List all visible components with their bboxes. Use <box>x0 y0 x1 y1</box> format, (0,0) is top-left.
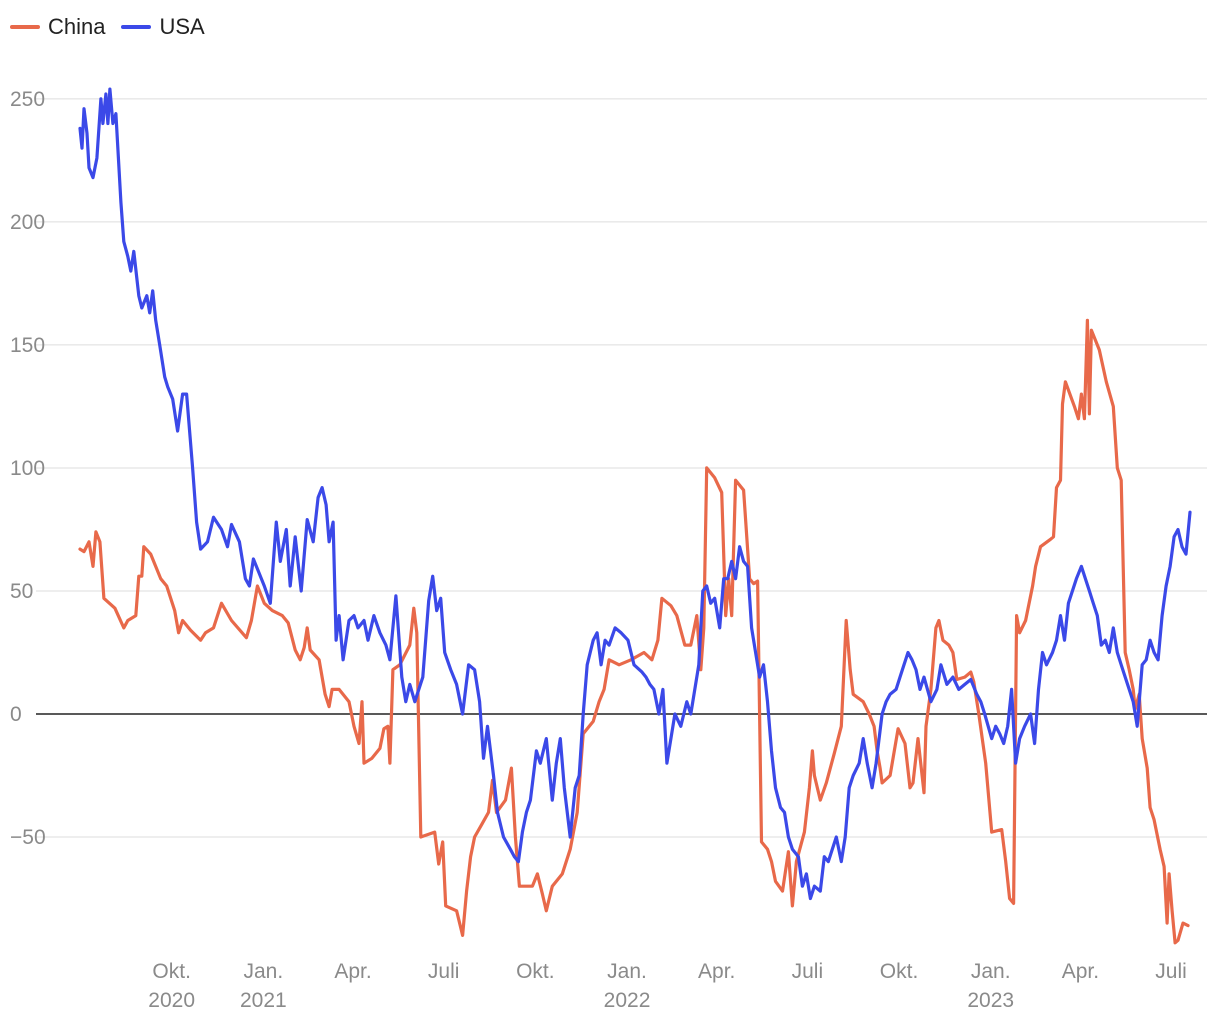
x-tick-label: Okt. <box>516 960 555 983</box>
legend-swatch-china <box>10 25 40 29</box>
legend-item-usa[interactable]: USA <box>121 14 205 40</box>
series-line-china <box>78 318 1190 945</box>
legend-item-china[interactable]: China <box>10 14 105 40</box>
series-lines <box>78 87 1192 945</box>
x-tick-label: Apr. <box>334 960 371 983</box>
x-tick-label: Jan. <box>243 960 283 983</box>
x-tick-label: Jan. <box>607 960 647 983</box>
y-axis-ticks: 250 200 150 100 50 0 −50 <box>10 88 46 849</box>
x-tick-year-label: 2020 <box>148 989 195 1012</box>
x-tick-year-label: 2021 <box>240 989 287 1012</box>
x-tick-year-label: 2022 <box>604 989 651 1012</box>
legend-label-usa: USA <box>159 14 205 39</box>
x-tick-label: Jan. <box>971 960 1011 983</box>
legend: China USA <box>10 14 205 40</box>
gridlines <box>36 98 1207 838</box>
y-tick-label: 200 <box>10 211 45 234</box>
x-tick-label: Apr. <box>1062 960 1099 983</box>
y-tick-label: 100 <box>10 457 45 480</box>
x-tick-label: Okt. <box>880 960 919 983</box>
series-line-usa <box>78 87 1192 901</box>
x-axis-ticks: Okt. 2020 Jan. 2021 Apr. Juli Okt. Jan. 2022 Apr.… <box>148 960 1187 1012</box>
x-tick-label: Juli <box>1155 960 1187 983</box>
y-tick-label: 250 <box>10 88 45 111</box>
x-tick-year-label: 2023 <box>967 989 1014 1012</box>
x-tick-label: Okt. <box>152 960 191 983</box>
x-tick-label: Juli <box>428 960 460 983</box>
y-tick-label: 0 <box>10 703 22 726</box>
x-tick-label: Juli <box>792 960 824 983</box>
legend-swatch-usa <box>121 25 152 29</box>
x-tick-label: Apr. <box>698 960 735 983</box>
y-tick-label: 50 <box>10 580 33 603</box>
y-tick-label: −50 <box>10 826 46 849</box>
y-tick-label: 150 <box>10 334 45 357</box>
legend-label-china: China <box>48 14 106 39</box>
